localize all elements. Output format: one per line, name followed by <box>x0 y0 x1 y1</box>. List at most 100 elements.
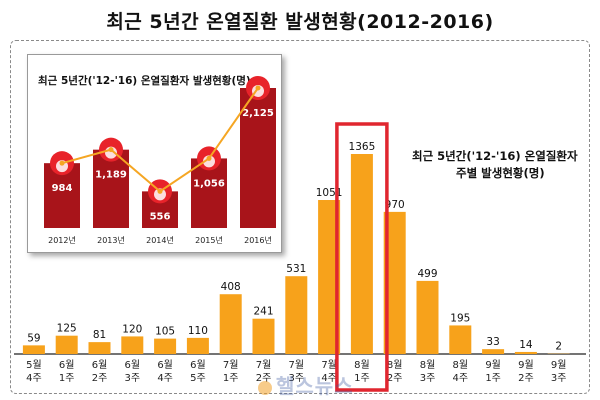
bar <box>186 337 209 354</box>
x-tick-label-week: 3주 <box>420 373 436 384</box>
x-tick-label-month: 9월 <box>518 359 534 371</box>
bar <box>55 335 78 354</box>
annual-trend-point <box>255 85 261 91</box>
annual-x-tick-label: 2013년 <box>97 235 125 245</box>
chart-frame <box>10 40 590 394</box>
annual-bar <box>240 88 276 228</box>
annual-trend-point <box>206 155 212 161</box>
bar <box>514 351 537 354</box>
watermark: 헬스뉴스 <box>258 370 354 399</box>
watermark-logo-icon <box>258 380 272 395</box>
x-tick-label-week: 1주 <box>485 373 501 384</box>
bar-value-label: 14 <box>519 339 533 351</box>
annual-x-tick-label: 2014년 <box>146 235 174 245</box>
bar-value-label: 2 <box>555 341 562 353</box>
x-tick-label-week: 4주 <box>453 373 469 384</box>
x-tick-label-week: 4주 <box>321 373 337 384</box>
bar <box>350 154 373 354</box>
annual-x-tick-label: 2012년 <box>48 235 76 245</box>
x-tick-label-month: 8월 <box>420 359 436 371</box>
x-tick-label-month: 6월 <box>157 359 173 371</box>
x-tick-label-month: 9월 <box>485 359 501 371</box>
annual-value-label: 2,125 <box>242 108 274 119</box>
annual-x-tick-label: 2015년 <box>195 235 223 245</box>
x-tick-label-month: 8월 <box>354 359 370 371</box>
bar-value-label: 499 <box>417 268 437 280</box>
highlight-box <box>335 122 389 392</box>
annual-chart-title: 최근 5년간('12-'16) 온열질환자 발생현황(명) <box>38 75 251 87</box>
weekly-chart-title-line2: 주별 발생현황(명) <box>456 166 545 180</box>
x-tick-label-week: 3주 <box>125 373 141 384</box>
watermark-text: 헬스뉴스 <box>276 374 354 398</box>
bar-value-label: 125 <box>57 323 77 335</box>
annual-x-tick-label: 2016년 <box>244 235 272 245</box>
x-tick-label-week: 2주 <box>518 373 534 384</box>
bar <box>285 276 308 354</box>
annual-value-label: 556 <box>150 211 171 222</box>
annual-bar-cap-highlight <box>203 155 215 168</box>
x-tick-label-week: 4주 <box>26 373 42 384</box>
annual-bar <box>93 149 129 228</box>
weekly-chart-title-line1: 최근 5년간('12-'16) 온열질환자 <box>412 149 578 163</box>
annual-trend-line <box>61 87 259 193</box>
annual-bar-chart: 984 2012년 1,189 2013년 556 2014년 1,056 2015년 2,12… <box>44 76 276 245</box>
bar-value-label: 531 <box>286 263 306 275</box>
bar-value-label: 408 <box>221 281 241 293</box>
x-tick-label-week: 2주 <box>387 373 403 384</box>
x-tick-label-month: 6월 <box>59 359 75 371</box>
x-tick-label-week: 2주 <box>256 373 272 384</box>
bar <box>482 349 505 354</box>
x-tick-label-month: 8월 <box>453 359 469 371</box>
x-tick-label-month: 7월 <box>223 359 239 371</box>
bar-value-label: 195 <box>450 312 470 324</box>
bar-value-label: 970 <box>385 199 405 211</box>
bar-value-label: 241 <box>253 306 273 318</box>
bar <box>22 345 45 354</box>
annual-trend-point <box>108 147 114 153</box>
bar-value-label: 59 <box>27 332 40 344</box>
x-tick-label-month: 5월 <box>26 359 42 371</box>
page-title: 최근 5년간 온열질환 발생현황(2012-2016) <box>106 11 494 33</box>
x-tick-label-month: 8월 <box>387 359 403 371</box>
x-tick-label-month: 7월 <box>256 359 272 371</box>
annual-value-label: 1,189 <box>95 170 127 181</box>
x-tick-label-week: 3주 <box>289 373 305 384</box>
x-tick-label-month: 7월 <box>321 359 337 371</box>
bar <box>154 338 177 354</box>
bar <box>383 211 406 354</box>
x-tick-label-month: 9월 <box>551 359 567 371</box>
bar-value-label: 110 <box>188 325 208 337</box>
x-tick-label-month: 6월 <box>125 359 141 371</box>
annual-trend-point <box>157 188 163 194</box>
bar <box>416 280 439 354</box>
bar <box>88 342 111 354</box>
x-tick-label-week: 1주 <box>59 373 75 384</box>
bar-value-label: 120 <box>122 323 142 335</box>
bar <box>449 325 472 354</box>
bar <box>219 294 242 354</box>
x-tick-label-month: 7월 <box>289 359 305 371</box>
x-tick-label-week: 3주 <box>551 373 567 384</box>
bar-value-label: 105 <box>155 326 175 338</box>
bar-value-label: 33 <box>486 336 499 348</box>
bar <box>121 336 144 354</box>
weekly-chart-title: 최근 5년간('12-'16) 온열질환자 주별 발생현황(명) <box>412 148 592 182</box>
annual-bars-group: 984 2012년 1,189 2013년 556 2014년 1,056 2015년 2,12… <box>44 76 276 245</box>
bar <box>318 200 341 354</box>
annual-bar-cap-highlight <box>154 188 166 201</box>
x-tick-label-week: 4주 <box>157 373 173 384</box>
bar-value-label: 81 <box>93 329 106 341</box>
x-tick-label-week: 5주 <box>190 373 206 384</box>
annual-value-label: 984 <box>52 183 73 194</box>
x-tick-label-week: 1주 <box>354 373 370 384</box>
weekly-bars-group: 59 5월 4주 125 6월 1주 81 6월 2주 120 6월 3주 105 6월 4주 110 6월 5주… <box>14 122 586 392</box>
annual-trend-point <box>59 160 65 166</box>
bar <box>252 318 275 354</box>
x-tick-label-week: 2주 <box>92 373 108 384</box>
annual-chart-panel: 최근 5년간('12-'16) 온열질환자 발생현황(명) 984 2012년 1,… <box>27 54 282 253</box>
x-tick-label-month: 6월 <box>92 359 108 371</box>
x-tick-label-week: 1주 <box>223 373 239 384</box>
bar-value-label: 1365 <box>349 141 376 153</box>
x-tick-label-month: 6월 <box>190 359 206 371</box>
